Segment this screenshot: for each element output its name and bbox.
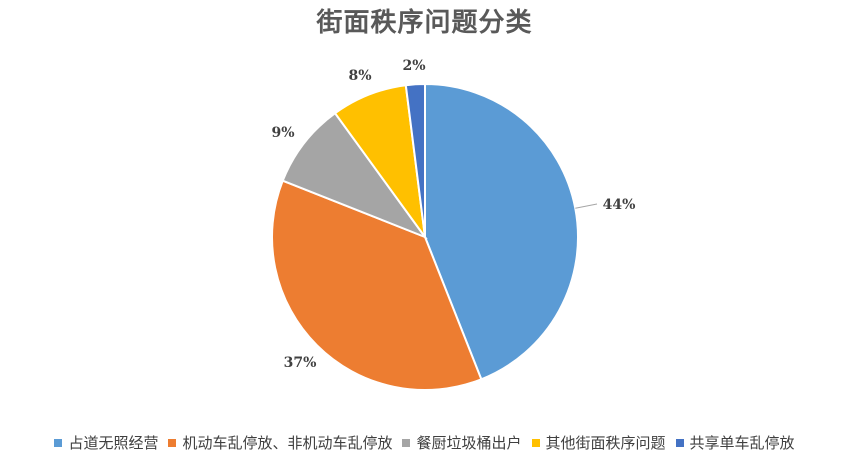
pie-slice <box>281 111 428 240</box>
chart-title: 街面秩序问题分类 <box>316 8 533 38</box>
data-label: 37% <box>284 355 317 371</box>
legend-swatch <box>675 438 684 447</box>
leader-line <box>575 203 598 209</box>
legend-item: 机动车乱停放、非机动车乱停放 <box>168 432 392 453</box>
data-label: 2% <box>402 58 425 74</box>
legend-swatch <box>54 438 63 447</box>
pie-slice <box>424 82 580 381</box>
data-label: 8% <box>348 68 371 84</box>
legend: 占道无照经营 机动车乱停放、非机动车乱停放 餐厨垃圾桶出户 其他街面秩序问题 共享单车乱… <box>0 432 849 453</box>
legend-item: 共享单车乱停放 <box>675 432 795 453</box>
data-label: 9% <box>271 125 294 141</box>
legend-label: 餐厨垃圾桶出户 <box>416 434 522 452</box>
legend-label: 共享单车乱停放 <box>689 434 795 452</box>
legend-label: 占道无照经营 <box>68 434 159 452</box>
legend-item: 餐厨垃圾桶出户 <box>402 432 522 453</box>
legend-label: 其他街面秩序问题 <box>545 434 666 452</box>
pie-slice <box>271 179 483 391</box>
legend-swatch <box>402 438 411 447</box>
legend-swatch <box>531 438 540 447</box>
legend-label: 机动车乱停放、非机动车乱停放 <box>182 434 393 452</box>
legend-swatch <box>168 438 177 447</box>
legend-item: 其他街面秩序问题 <box>531 432 666 453</box>
data-label: 44% <box>603 197 636 213</box>
pie-slice <box>404 82 426 238</box>
legend-item: 占道无照经营 <box>54 432 158 453</box>
